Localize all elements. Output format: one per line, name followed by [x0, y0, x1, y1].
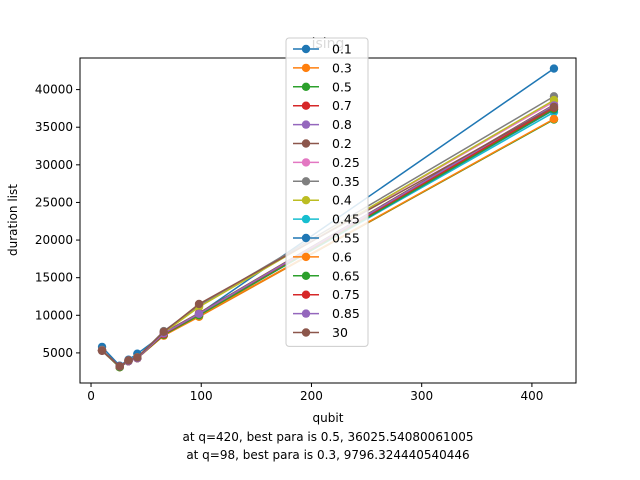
legend-marker	[301, 82, 311, 92]
legend-marker	[301, 196, 311, 205]
legend-item: 0.3	[293, 60, 352, 75]
legend-marker	[301, 63, 311, 73]
data-point	[194, 309, 204, 318]
legend-label: 0.55	[332, 231, 360, 246]
legend-item: 0.4	[293, 193, 352, 208]
y-tick-label: 20000	[35, 233, 73, 247]
data-point	[159, 327, 168, 337]
legend-item: 0.2	[293, 136, 352, 151]
y-tick-label: 10000	[35, 308, 73, 322]
legend-marker	[301, 120, 311, 129]
x-tick-label: 200	[300, 389, 323, 403]
data-point	[549, 114, 559, 124]
legend-box	[285, 37, 369, 347]
annotation-line-2: at q=98, best para is 0.3, 9796.32444054…	[186, 448, 469, 462]
y-tick-label: 35000	[35, 120, 73, 134]
legend-item: 0.55	[293, 231, 360, 246]
legend-label: 0.45	[332, 212, 360, 227]
legend-item: 0.25	[293, 155, 360, 170]
legend-label: 0.25	[332, 155, 360, 170]
legend-marker	[301, 290, 311, 299]
legend-label: 0.65	[332, 268, 360, 283]
x-tick-label: 0	[87, 389, 95, 403]
x-tick-label: 300	[410, 389, 433, 403]
legend-label: 30	[332, 325, 348, 340]
legend-marker	[301, 328, 311, 337]
legend-item: 30	[293, 325, 348, 340]
legend: 0.1 0.3 0.5 0.7 0.8 0.2 0.25 0.35 0.4 0.45 0.55 0.6…	[285, 37, 369, 347]
legend-marker	[301, 233, 311, 243]
x-axis-label: qubit	[313, 411, 344, 425]
legend-label: 0.2	[332, 136, 352, 151]
y-tick-label: 15000	[35, 271, 73, 285]
legend-item: 0.65	[293, 268, 360, 283]
legend-marker	[301, 158, 311, 167]
legend-item: 0.35	[293, 174, 360, 189]
data-point	[97, 346, 107, 355]
plot-area	[97, 64, 559, 372]
legend-marker	[301, 101, 311, 110]
data-point	[549, 64, 559, 73]
legend-item: 0.6	[293, 249, 352, 264]
legend-label: 0.6	[332, 249, 352, 264]
annotation-line-1: at q=420, best para is 0.5, 36025.540800…	[182, 430, 473, 444]
data-point	[124, 356, 133, 365]
legend-marker	[301, 309, 311, 318]
legend-label: 0.4	[332, 193, 352, 208]
legend-marker	[301, 44, 311, 54]
series-30	[97, 102, 559, 371]
y-tick-label: 5000	[42, 346, 73, 360]
legend-item: 0.75	[293, 287, 360, 302]
legend-label: 0.5	[332, 79, 352, 94]
legend-label: 0.7	[332, 98, 352, 113]
legend-item: 0.7	[293, 98, 352, 113]
legend-item: 0.1	[293, 42, 352, 57]
data-point	[549, 102, 559, 112]
legend-marker	[301, 271, 311, 280]
legend-item: 0.45	[293, 212, 360, 227]
y-tick-label: 40000	[35, 83, 73, 97]
legend-marker	[301, 214, 311, 224]
legend-marker	[301, 177, 311, 186]
legend-item: 0.85	[293, 306, 360, 321]
data-point	[115, 362, 124, 371]
legend-label: 0.3	[332, 60, 352, 75]
legend-item: 0.5	[293, 79, 352, 94]
legend-label: 0.1	[332, 42, 352, 57]
data-point	[194, 299, 204, 309]
y-tick-label: 30000	[35, 158, 73, 172]
y-axis: 5000 10000 15000 20000 25000 30000 35000 40000	[35, 83, 80, 360]
x-axis: 0 100 200 300 400	[87, 383, 543, 403]
legend-item: 0.8	[293, 117, 352, 132]
legend-label: 0.85	[332, 306, 360, 321]
x-tick-label: 100	[190, 389, 213, 403]
x-tick-label: 400	[520, 389, 543, 403]
data-point	[133, 353, 142, 362]
legend-marker	[301, 252, 311, 262]
legend-label: 0.75	[332, 287, 360, 302]
legend-label: 0.35	[332, 174, 360, 189]
y-tick-label: 25000	[35, 195, 73, 209]
y-axis-label: duration list	[6, 184, 20, 256]
legend-label: 0.8	[332, 117, 352, 132]
legend-marker	[301, 139, 311, 148]
